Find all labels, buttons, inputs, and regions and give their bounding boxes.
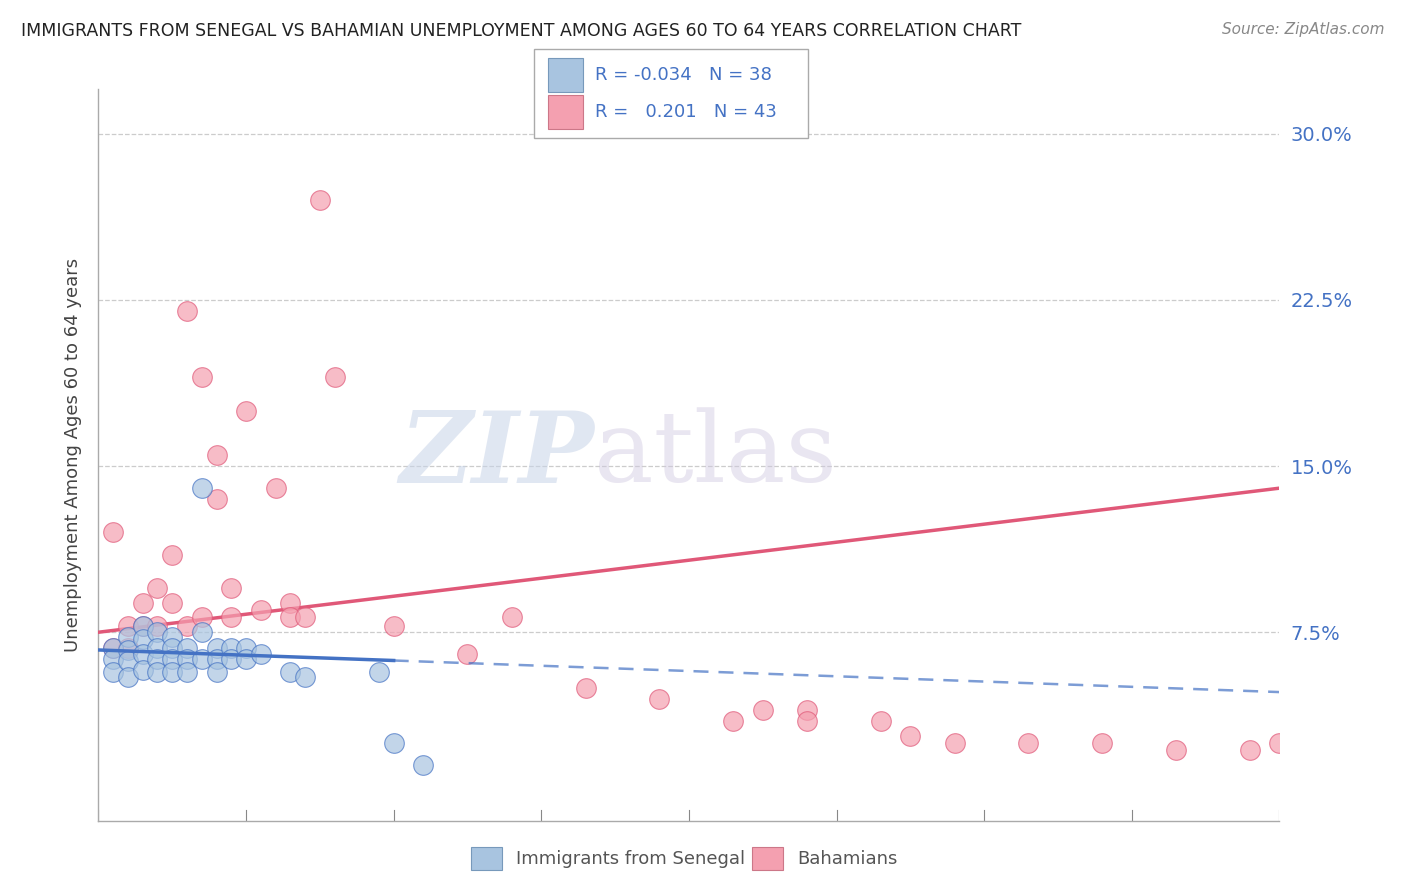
Point [1018, 736, 1040, 750]
Point [191, 625, 214, 640]
Point [205, 652, 228, 666]
Text: R = -0.034   N = 38: R = -0.034 N = 38 [595, 66, 772, 84]
Point [162, 652, 183, 666]
Point [205, 665, 228, 680]
Point [205, 640, 228, 655]
Text: Source: ZipAtlas.com: Source: ZipAtlas.com [1222, 22, 1385, 37]
Point [382, 618, 405, 632]
Point [132, 663, 155, 677]
Point [648, 691, 671, 706]
Text: IMMIGRANTS FROM SENEGAL VS BAHAMIAN UNEMPLOYMENT AMONG AGES 60 TO 64 YEARS CORRE: IMMIGRANTS FROM SENEGAL VS BAHAMIAN UNEM… [21, 22, 1022, 40]
Point [146, 640, 169, 655]
Point [1268, 736, 1291, 750]
Point [1239, 742, 1261, 756]
Point [117, 630, 139, 644]
Point [103, 652, 125, 666]
Point [146, 665, 169, 680]
Point [176, 640, 198, 655]
Point [501, 609, 523, 624]
Point [176, 303, 198, 318]
Point [309, 193, 332, 207]
Point [221, 581, 243, 595]
Point [162, 630, 183, 644]
Point [900, 730, 922, 744]
Point [250, 648, 273, 662]
Point [264, 481, 287, 495]
Point [457, 648, 479, 662]
Point [146, 618, 169, 632]
Point [1091, 736, 1114, 750]
Text: Immigrants from Senegal: Immigrants from Senegal [516, 849, 745, 868]
Point [235, 652, 257, 666]
Point [103, 640, 125, 655]
Point [323, 370, 346, 384]
Point [796, 714, 818, 728]
Point [280, 665, 302, 680]
Point [132, 618, 155, 632]
Point [723, 714, 745, 728]
Point [221, 652, 243, 666]
Point [146, 625, 169, 640]
Point [132, 648, 155, 662]
Point [412, 758, 434, 772]
Point [176, 618, 198, 632]
Point [191, 609, 214, 624]
Point [162, 596, 183, 610]
Point [1166, 742, 1188, 756]
Point [280, 609, 302, 624]
Text: R =   0.201   N = 43: R = 0.201 N = 43 [595, 103, 776, 121]
Point [575, 681, 598, 695]
Point [752, 703, 775, 717]
Text: Bahamians: Bahamians [797, 849, 897, 868]
Point [103, 640, 125, 655]
Point [103, 665, 125, 680]
Point [796, 703, 818, 717]
Point [191, 481, 214, 495]
Point [235, 640, 257, 655]
Point [176, 665, 198, 680]
Point [117, 640, 139, 655]
Y-axis label: Unemployment Among Ages 60 to 64 years: Unemployment Among Ages 60 to 64 years [63, 258, 82, 652]
Point [191, 370, 214, 384]
Point [382, 736, 405, 750]
Text: ZIP: ZIP [399, 407, 595, 503]
Point [132, 618, 155, 632]
Point [132, 632, 155, 646]
Point [162, 640, 183, 655]
Point [176, 652, 198, 666]
Point [162, 548, 183, 562]
Point [205, 492, 228, 507]
Point [280, 596, 302, 610]
Point [235, 403, 257, 417]
Point [103, 525, 125, 540]
Point [132, 596, 155, 610]
Point [870, 714, 893, 728]
Point [162, 665, 183, 680]
Point [250, 603, 273, 617]
Point [294, 669, 316, 683]
Point [221, 640, 243, 655]
Point [294, 609, 316, 624]
Point [368, 665, 391, 680]
Point [117, 643, 139, 657]
Point [146, 581, 169, 595]
Point [146, 652, 169, 666]
Point [117, 669, 139, 683]
Text: atlas: atlas [595, 407, 837, 503]
Point [117, 654, 139, 668]
Point [221, 609, 243, 624]
Point [191, 652, 214, 666]
Point [205, 448, 228, 462]
Point [117, 618, 139, 632]
Point [943, 736, 966, 750]
